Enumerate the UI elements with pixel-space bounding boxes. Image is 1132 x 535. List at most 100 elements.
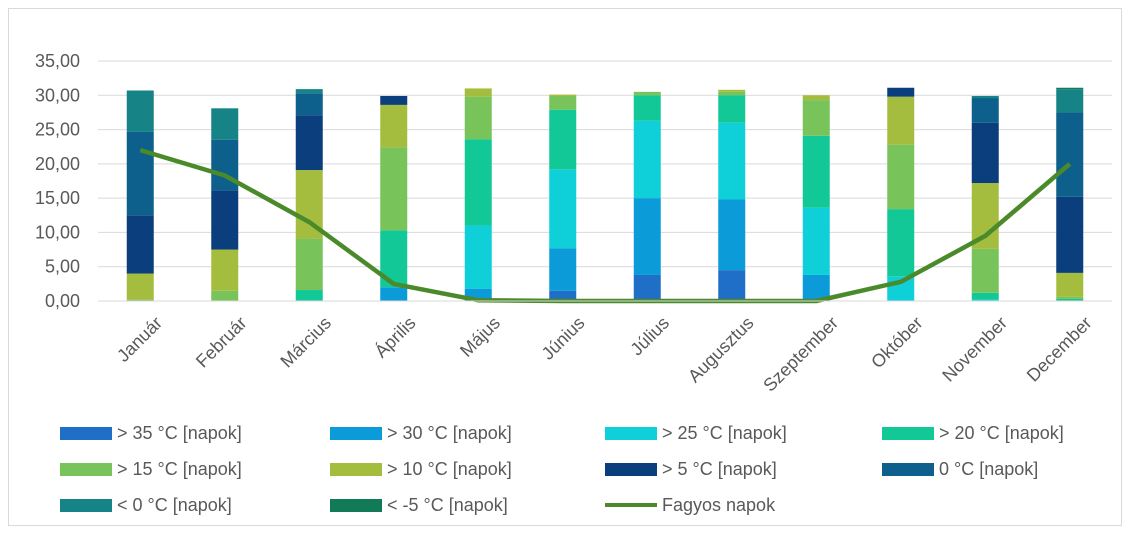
bar-segment [126, 90, 154, 132]
legend-item: > 15 °C [napok] [60, 456, 242, 482]
bar-segment [633, 274, 661, 301]
bar-segment [126, 299, 154, 301]
x-tick-label: Április [371, 313, 420, 362]
bar-segment [380, 104, 408, 148]
legend-label: > 10 °C [napok] [387, 458, 512, 479]
bar-segment [295, 238, 323, 291]
bar-segment [295, 89, 323, 94]
bar-segment [1056, 89, 1084, 113]
x-tick-label: Október [867, 313, 926, 372]
legend-label: > 25 °C [napok] [662, 422, 787, 443]
bar-segment [295, 115, 323, 171]
legend-item: > 10 °C [napok] [330, 456, 512, 482]
y-tick-label: 25,00 [35, 120, 80, 140]
legend-label: > 5 °C [napok] [662, 458, 777, 479]
legend-label: < 0 °C [napok] [117, 494, 232, 515]
legend-swatch [605, 426, 657, 440]
bar-segment [1056, 196, 1084, 273]
legend-swatch [60, 462, 112, 476]
bar-segment [1056, 296, 1084, 299]
legend-label: < -5 °C [napok] [387, 494, 508, 515]
bar-segment [549, 109, 577, 170]
bar-segment [971, 122, 999, 184]
legend-label: > 20 °C [napok] [939, 422, 1064, 443]
bar-segment [802, 274, 830, 301]
bar-segment [464, 139, 492, 226]
legend-label: > 15 °C [napok] [117, 458, 242, 479]
bar-segment [887, 96, 915, 145]
bar-segment [549, 248, 577, 291]
x-tick-label: November [938, 313, 1011, 386]
bar-segment [633, 198, 661, 275]
bar-segment [971, 248, 999, 293]
legend-label: 0 °C [napok] [939, 458, 1039, 479]
bar-segment [887, 87, 915, 97]
y-tick-label: 10,00 [35, 222, 80, 242]
y-tick-label: 0,00 [45, 291, 80, 311]
legend-item: < -5 °C [napok] [330, 492, 508, 518]
bar-segment [718, 91, 746, 96]
bar-segment [802, 95, 830, 101]
bar-segment [1056, 112, 1084, 197]
legend-line-marker [605, 503, 657, 507]
bar-segment [211, 108, 239, 140]
bar-segment [211, 249, 239, 291]
legend-item: > 20 °C [napok] [882, 420, 1064, 446]
bar-segment [887, 209, 915, 277]
bar-segment [464, 96, 492, 140]
legend-item: Fagyos napok [605, 492, 775, 518]
bar-segment [380, 95, 408, 105]
bar-segment [971, 299, 999, 301]
x-tick-label: Február [192, 313, 251, 372]
legend-swatch [60, 498, 112, 512]
legend-label: > 30 °C [napok] [387, 422, 512, 443]
x-tick-label: Szeptember [759, 313, 842, 396]
y-tick-label: 15,00 [35, 188, 80, 208]
line-series-fagyos-napok [139, 147, 1072, 304]
bar-segment [464, 88, 492, 97]
bar-segment [1056, 87, 1084, 90]
bar-segment [126, 215, 154, 274]
bar-segment [549, 290, 577, 301]
legend-label: > 35 °C [napok] [117, 422, 242, 443]
bar-segment [126, 273, 154, 300]
legend-swatch [605, 462, 657, 476]
legend-item: 0 °C [napok] [882, 456, 1038, 482]
bar-segment [1056, 298, 1084, 301]
legend-item: > 30 °C [napok] [330, 420, 512, 446]
legend-item: > 35 °C [napok] [60, 420, 242, 446]
x-tick-label: Augusztus [684, 313, 758, 387]
bar-segment [549, 95, 577, 110]
bar-segment [887, 144, 915, 210]
x-tick-label: Július [626, 313, 673, 360]
legend-swatch [330, 498, 382, 512]
bar-segment [718, 89, 746, 92]
chart-plot: 0,00 5,00 10,00 15,00 20,00 25,00 30,00 35,00 Ja… [35, 51, 1112, 396]
legend-item: < 0 °C [napok] [60, 492, 232, 518]
x-tick-label: December [1023, 313, 1096, 386]
legend-item: > 5 °C [napok] [605, 456, 777, 482]
x-tick-label: Március [276, 313, 335, 372]
bar-segment [802, 207, 830, 275]
y-tick-label: 35,00 [35, 51, 80, 71]
bar-segment [971, 98, 999, 123]
bar-segment [971, 95, 999, 99]
bar-segment [211, 190, 239, 250]
bar-segment [718, 199, 746, 271]
bar-segment [126, 131, 154, 216]
bar-segment [211, 290, 239, 301]
y-tick-label: 30,00 [35, 85, 80, 105]
legend-label: Fagyos napok [662, 494, 776, 515]
bar-segment [718, 122, 746, 200]
bar-segment [718, 95, 746, 123]
bar-segment [549, 94, 577, 96]
legend-swatch [330, 426, 382, 440]
bar-segment [802, 100, 830, 136]
legend-item: > 25 °C [napok] [605, 420, 787, 446]
bar-segment [464, 225, 492, 289]
y-tick-label: 20,00 [35, 154, 80, 174]
bar-segment [380, 147, 408, 231]
legend-swatch [882, 426, 934, 440]
y-tick-label: 5,00 [45, 257, 80, 277]
legend-swatch [330, 462, 382, 476]
